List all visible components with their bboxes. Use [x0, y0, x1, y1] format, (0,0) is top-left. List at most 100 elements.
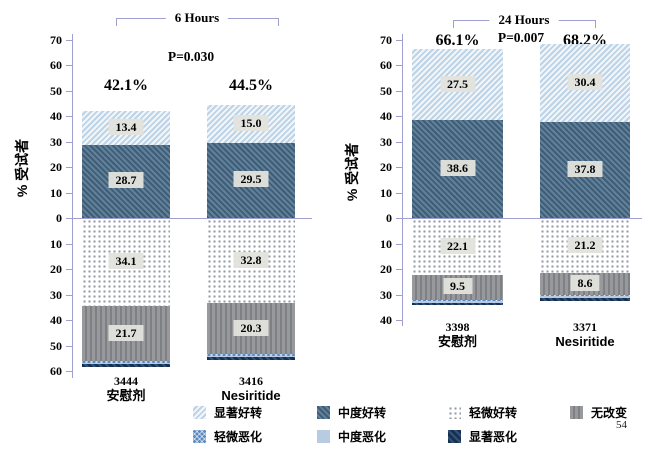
y-axis-line [402, 34, 403, 326]
bar-segment-显著恶化 [540, 298, 630, 301]
y-axis-tick [396, 90, 402, 92]
segment-value-label: 15.0 [233, 114, 269, 131]
legend-label-轻微恶化: 轻微恶化 [214, 430, 263, 444]
segment-value-label: 21.7 [108, 324, 144, 341]
y-axis-tick [396, 320, 402, 321]
y-axis-line [72, 34, 73, 378]
total-improved-label: 44.5% [229, 77, 273, 94]
segment-value-label: 9.5 [443, 278, 472, 295]
y-axis-tick [66, 371, 72, 372]
panel-title: 6 Hours [165, 10, 229, 26]
y-axis-tick [66, 39, 72, 41]
y-axis-tick [66, 192, 72, 194]
y-axis-tick-label: 30 [50, 287, 62, 302]
legend-label-显著好转: 显著好转 [214, 406, 263, 420]
y-axis-tick-label: 30 [50, 134, 62, 149]
panel-title: 24 Hours [489, 12, 559, 28]
y-axis-tick-label: 60 [50, 58, 62, 72]
bar-segment-显著恶化 [412, 302, 503, 306]
y-axis-tick-label: 50 [50, 83, 62, 98]
y-axis-tick [396, 141, 402, 143]
panel-bracket-tick-right [278, 18, 279, 26]
bar-n-label: 3444 [114, 374, 138, 388]
legend-label-中度好转: 中度好转 [338, 406, 387, 420]
legend-swatch-显著好转 [193, 406, 206, 419]
y-axis-tick-label: 10 [50, 185, 62, 200]
panel-bracket-tick-left [116, 18, 117, 26]
panel-bracket-tick-right [595, 20, 596, 28]
y-axis-tick [66, 320, 72, 321]
segment-value-label: 20.3 [233, 319, 269, 336]
y-axis-tick [396, 192, 402, 194]
bar-segment-中度恶化 [540, 296, 630, 298]
y-axis-tick-label: 30 [380, 287, 392, 302]
y-axis-tick [66, 345, 72, 347]
segment-value-label: 21.2 [567, 237, 603, 254]
y-axis-tick-label: 70 [50, 32, 62, 47]
zero-baseline [402, 218, 642, 219]
zero-baseline [72, 218, 312, 219]
y-axis-tick [66, 65, 72, 66]
y-axis-tick-label: 60 [380, 58, 392, 72]
y-axis-tick-label: 50 [50, 338, 62, 353]
y-axis-tick-label: 60 [50, 364, 62, 378]
y-axis-tick [396, 167, 402, 168]
legend-swatch-轻微恶化 [193, 430, 206, 443]
y-axis-tick [396, 269, 402, 270]
legend-label-轻微好转: 轻微好转 [469, 406, 518, 420]
legend-swatch-中度恶化 [317, 430, 330, 443]
y-axis-tick-label: 10 [50, 236, 62, 251]
y-axis-tick [66, 141, 72, 143]
total-improved-label: 66.1% [435, 32, 480, 49]
y-axis-tick [396, 243, 402, 245]
y-axis-tick-label: 40 [380, 313, 392, 327]
y-axis-tick [396, 116, 402, 117]
legend-swatch-轻微好转 [448, 406, 461, 419]
y-axis-title: % 受试者 [14, 138, 30, 198]
panel-bracket-tick-left [453, 20, 454, 28]
bar-segment-显著恶化 [207, 357, 295, 360]
y-axis-title: % 受试者 [344, 142, 360, 202]
y-axis-tick [396, 294, 402, 296]
y-axis-tick-label: 20 [380, 160, 392, 174]
y-axis-tick-label: 10 [380, 185, 392, 200]
y-axis-tick-label: 40 [50, 313, 62, 327]
segment-value-label: 30.4 [567, 73, 603, 90]
segment-value-label: 38.6 [440, 159, 475, 176]
segment-value-label: 22.1 [440, 238, 475, 255]
segment-value-label: 29.5 [233, 171, 269, 188]
y-axis-tick [66, 218, 72, 219]
y-axis-tick-label: 30 [380, 134, 392, 149]
bar-group-label: Nesiritide [221, 388, 281, 403]
y-axis-tick [66, 294, 72, 296]
y-axis-tick-label: 0 [56, 211, 62, 225]
bar-segment-中度恶化 [207, 355, 295, 358]
y-axis-tick-label: 10 [380, 236, 392, 251]
legend-swatch-中度好转 [317, 406, 330, 419]
bar-segment-中度恶化 [412, 301, 503, 303]
y-axis-tick [396, 39, 402, 41]
y-axis-tick-label: 40 [380, 109, 392, 123]
y-axis-tick-label: 70 [380, 32, 392, 47]
y-axis-tick [396, 65, 402, 66]
legend-swatch-无改变 [570, 406, 583, 419]
y-axis-tick-label: 20 [50, 160, 62, 174]
y-axis-tick-label: 20 [50, 262, 62, 276]
y-axis-tick [66, 116, 72, 117]
bar-n-label: 3416 [239, 374, 263, 388]
bar-segment-中度恶化 [82, 362, 170, 365]
y-axis-tick-label: 0 [386, 211, 392, 225]
legend-label-中度恶化: 中度恶化 [338, 430, 387, 444]
legend-label-无改变: 无改变 [591, 406, 628, 420]
segment-value-label: 32.8 [233, 251, 269, 268]
p-value-label: P=0.030 [167, 49, 215, 64]
bar-segment-轻微恶化 [82, 361, 170, 363]
page-number: 54 [616, 419, 627, 431]
bar-n-label: 3398 [445, 320, 470, 334]
segment-value-label: 13.4 [108, 118, 144, 135]
y-axis-tick [396, 218, 402, 219]
legend-swatch-显著恶化 [448, 430, 461, 443]
segment-value-label: 27.5 [440, 75, 475, 92]
y-axis-tick-label: 50 [380, 83, 392, 98]
